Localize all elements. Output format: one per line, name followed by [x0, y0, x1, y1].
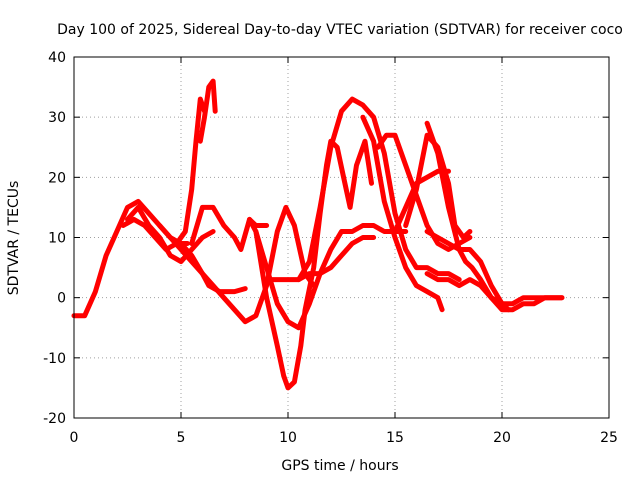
series-line-9 — [253, 223, 409, 331]
series-line-11 — [264, 235, 377, 283]
series-line-3 — [197, 78, 218, 144]
y-tick-label: 30 — [48, 110, 66, 126]
x-tick-label: 20 — [493, 430, 511, 446]
series-line-4 — [125, 204, 216, 265]
y-tick-label: 0 — [57, 291, 66, 307]
x-tick-label: 15 — [386, 430, 404, 446]
data-series — [71, 78, 565, 391]
x-tick-label: 0 — [70, 430, 79, 446]
x-axis-label: GPS time / hours — [281, 458, 398, 474]
series-line-15 — [403, 132, 473, 240]
series-line-17 — [424, 271, 565, 307]
series-line-10 — [296, 96, 462, 283]
axis-ticks: 0 5 10 15 20 25 -20 -10 0 10 20 30 40 — [43, 50, 618, 446]
series-line-12 — [360, 114, 445, 313]
series-line-7 — [178, 204, 317, 325]
x-tick-label: 10 — [279, 430, 297, 446]
x-tick-label: 25 — [600, 430, 618, 446]
y-tick-label: 40 — [48, 50, 66, 66]
y-tick-label: -10 — [43, 351, 66, 367]
x-tick-label: 5 — [177, 430, 186, 446]
y-axis-label: SDTVAR / TECUs — [6, 181, 22, 296]
y-tick-label: 10 — [48, 231, 66, 247]
series-line-18 — [424, 229, 511, 313]
y-tick-label: -20 — [43, 411, 66, 427]
chart-title: Day 100 of 2025, Sidereal Day-to-day VTE… — [57, 22, 623, 38]
series-line-8 — [247, 138, 374, 391]
y-tick-label: 20 — [48, 170, 66, 186]
